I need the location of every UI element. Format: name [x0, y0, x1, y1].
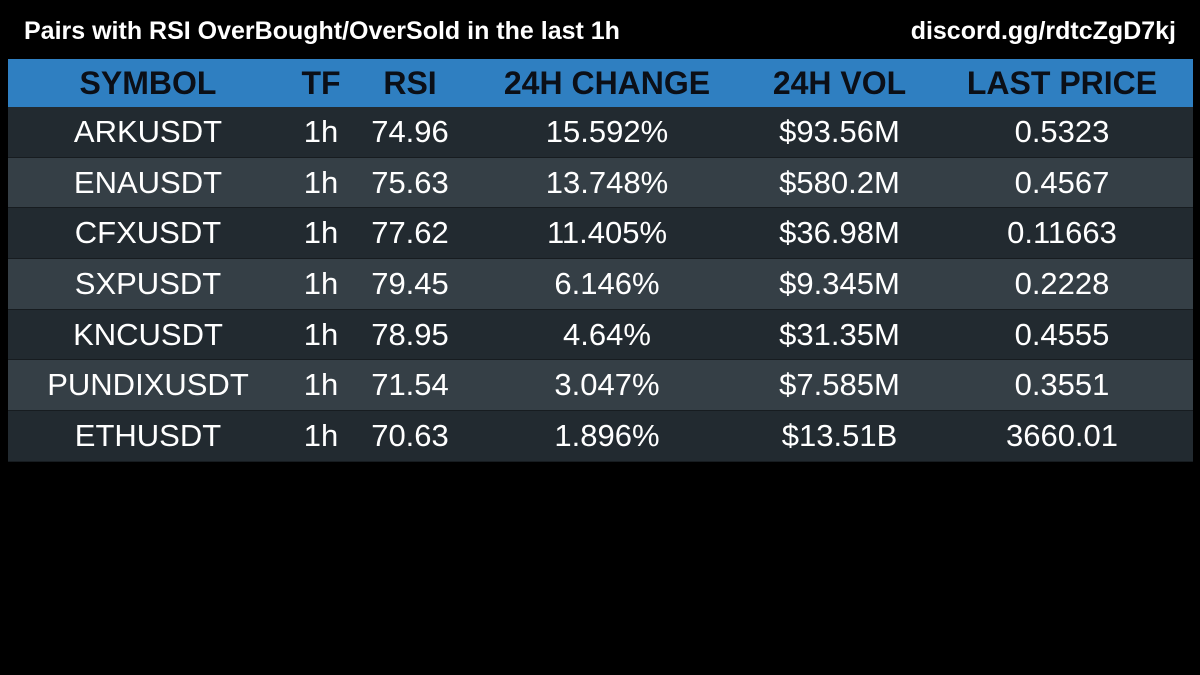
column-header-symbol: SYMBOL: [8, 59, 288, 107]
cell-rsi: 74.96: [354, 107, 466, 158]
cell-rsi: 71.54: [354, 359, 466, 412]
table-row: PUNDIXUSDT 1h 71.54 3.047% $7.585M 0.355…: [8, 359, 1193, 412]
cell-24h-change: 6.146%: [466, 258, 748, 310]
cell-last-price: 0.3551: [931, 359, 1193, 412]
cell-rsi: 79.45: [354, 258, 466, 310]
cell-24h-change: 3.047%: [466, 359, 748, 412]
cell-24h-vol: $31.35M: [748, 309, 931, 361]
cell-rsi: 70.63: [354, 410, 466, 462]
column-header-24h-vol: 24H VOL: [748, 59, 931, 107]
cell-24h-vol: $13.51B: [748, 410, 931, 462]
cell-last-price: 0.2228: [931, 258, 1193, 310]
cell-last-price: 0.11663: [931, 207, 1193, 260]
cell-symbol: ENAUSDT: [8, 157, 288, 209]
table-row: CFXUSDT 1h 77.62 11.405% $36.98M 0.11663: [8, 207, 1193, 260]
cell-24h-change: 15.592%: [466, 107, 748, 158]
cell-24h-change: 13.748%: [466, 157, 748, 209]
table-row: SXPUSDT 1h 79.45 6.146% $9.345M 0.2228: [8, 258, 1193, 310]
cell-tf: 1h: [288, 410, 354, 462]
cell-rsi: 78.95: [354, 309, 466, 361]
cell-last-price: 3660.01: [931, 410, 1193, 462]
column-header-24h-change: 24H CHANGE: [466, 59, 748, 107]
cell-24h-vol: $9.345M: [748, 258, 931, 310]
cell-symbol: ETHUSDT: [8, 410, 288, 462]
cell-24h-vol: $580.2M: [748, 157, 931, 209]
cell-rsi: 75.63: [354, 157, 466, 209]
cell-tf: 1h: [288, 359, 354, 412]
cell-symbol: PUNDIXUSDT: [8, 359, 288, 412]
table-row: ARKUSDT 1h 74.96 15.592% $93.56M 0.5323: [8, 107, 1193, 158]
cell-tf: 1h: [288, 309, 354, 361]
cell-24h-change: 1.896%: [466, 410, 748, 462]
cell-tf: 1h: [288, 258, 354, 310]
discord-invite-link[interactable]: discord.gg/rdtcZgD7kj: [910, 17, 1176, 45]
cell-tf: 1h: [288, 107, 354, 158]
column-header-tf: TF: [288, 59, 354, 107]
cell-24h-change: 11.405%: [466, 207, 748, 260]
table-row: ETHUSDT 1h 70.63 1.896% $13.51B 3660.01: [8, 410, 1193, 462]
cell-symbol: SXPUSDT: [8, 258, 288, 310]
cell-symbol: ARKUSDT: [8, 107, 288, 158]
cell-last-price: 0.4555: [931, 309, 1193, 361]
column-header-last-price: LAST PRICE: [931, 59, 1193, 107]
cell-tf: 1h: [288, 157, 354, 209]
cell-last-price: 0.4567: [931, 157, 1193, 209]
cell-symbol: KNCUSDT: [8, 309, 288, 361]
column-header-rsi: RSI: [354, 59, 466, 107]
cell-24h-vol: $7.585M: [748, 359, 931, 412]
cell-24h-vol: $36.98M: [748, 207, 931, 260]
rsi-pairs-table: SYMBOL TF RSI 24H CHANGE 24H VOL LAST PR…: [8, 59, 1193, 462]
top-bar: Pairs with RSI OverBought/OverSold in th…: [0, 0, 1200, 60]
table-row: KNCUSDT 1h 78.95 4.64% $31.35M 0.4555: [8, 309, 1193, 361]
table-row: ENAUSDT 1h 75.63 13.748% $580.2M 0.4567: [8, 157, 1193, 209]
cell-24h-change: 4.64%: [466, 309, 748, 361]
cell-last-price: 0.5323: [931, 107, 1193, 158]
cell-tf: 1h: [288, 207, 354, 260]
cell-24h-vol: $93.56M: [748, 107, 931, 158]
page-title: Pairs with RSI OverBought/OverSold in th…: [24, 17, 620, 45]
cell-rsi: 77.62: [354, 207, 466, 260]
table-header-row: SYMBOL TF RSI 24H CHANGE 24H VOL LAST PR…: [8, 59, 1193, 107]
cell-symbol: CFXUSDT: [8, 207, 288, 260]
